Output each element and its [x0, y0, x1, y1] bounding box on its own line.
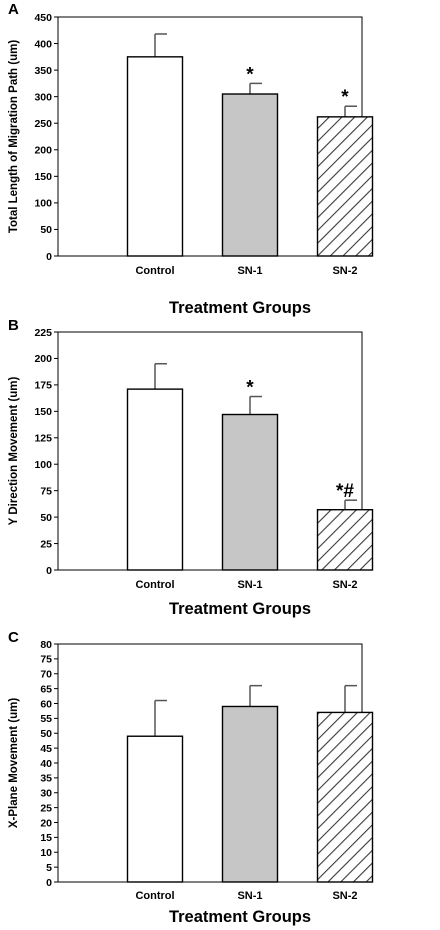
y-tick-label: 30	[40, 788, 52, 800]
y-tick-label: 150	[34, 406, 52, 418]
y-axis-label: Y Direction Movement (um)	[8, 376, 20, 525]
category-label: Control	[135, 265, 174, 277]
significance-marker: *#	[336, 481, 354, 502]
y-tick-label: 5	[46, 862, 52, 874]
category-label: SN-1	[237, 579, 262, 591]
y-tick-label: 150	[34, 171, 52, 183]
y-tick-label: 0	[46, 877, 52, 889]
y-tick-label: 350	[34, 65, 52, 77]
y-tick-label: 25	[40, 802, 52, 814]
plot-frame	[57, 643, 363, 883]
category-label: SN-2	[332, 579, 357, 591]
y-tick-label: 100	[34, 198, 52, 210]
y-tick-label: 200	[34, 353, 52, 365]
y-tick-label: 25	[40, 538, 52, 550]
panel-c: C 0 5 10 15 20 25 30 35 40 45 50 55 60 65 70 75 80 Control…	[8, 629, 374, 926]
y-tick-label: 10	[40, 847, 52, 859]
bar-sn-2	[316, 711, 374, 883]
bar-sn-2	[316, 509, 374, 571]
y-tick-label: 50	[40, 728, 52, 740]
panel-letter: A	[8, 1, 19, 18]
y-tick-label: 200	[34, 145, 52, 157]
y-tick-label: 450	[34, 12, 52, 24]
x-axis-label: Treatment Groups	[169, 600, 311, 618]
plot-frame	[57, 16, 363, 257]
y-tick-label: 80	[40, 639, 52, 651]
y-tick-label: 75	[40, 654, 52, 666]
bar-sn-2	[316, 116, 374, 257]
bar-sn-1	[221, 413, 279, 571]
bar-control	[126, 735, 184, 883]
y-tick-label: 225	[34, 327, 52, 339]
panel-b: B 0 25 50 75 100 125 150 175 200 225 Control * SN-1 *#…	[8, 317, 374, 618]
panel-letter: C	[8, 629, 19, 646]
y-tick-label: 60	[40, 698, 52, 710]
category-label: SN-2	[332, 265, 357, 277]
panel-a: A 0 50 100 150 200 250 300 350 400 450 Control * SN-1…	[8, 1, 374, 317]
y-tick-label: 55	[40, 713, 52, 725]
y-tick-label: 65	[40, 683, 52, 695]
y-tick-label: 50	[40, 224, 52, 236]
y-tick-label: 70	[40, 669, 52, 681]
y-tick-label: 125	[34, 433, 52, 445]
y-tick-label: 45	[40, 743, 52, 755]
panel-letter: B	[8, 317, 19, 334]
bar-sn-1	[221, 705, 279, 883]
x-axis-label: Treatment Groups	[169, 299, 311, 317]
y-tick-label: 100	[34, 459, 52, 471]
y-tick-label: 300	[34, 91, 52, 103]
y-tick-label: 35	[40, 773, 52, 785]
y-axis-label: X-Plane Movement (um)	[8, 698, 20, 829]
significance-marker: *	[246, 64, 254, 85]
category-label: SN-1	[237, 890, 262, 902]
y-tick-label: 40	[40, 758, 52, 770]
y-tick-label: 20	[40, 817, 52, 829]
y-tick-label: 15	[40, 832, 52, 844]
y-tick-label: 0	[46, 251, 52, 263]
category-label: Control	[135, 579, 174, 591]
category-label: SN-2	[332, 890, 357, 902]
y-tick-label: 400	[34, 38, 52, 50]
y-axis-label: Total Length of Migration Path (um)	[8, 40, 20, 234]
y-tick-label: 0	[46, 565, 52, 577]
bar-sn-1	[221, 93, 279, 257]
significance-marker: *	[246, 378, 254, 399]
significance-marker: *	[341, 87, 349, 108]
y-tick-label: 250	[34, 118, 52, 130]
plot-frame	[57, 331, 363, 571]
category-label: Control	[135, 890, 174, 902]
y-tick-label: 175	[34, 380, 52, 392]
bar-control	[126, 388, 184, 571]
bar-control	[126, 56, 184, 257]
x-axis-label: Treatment Groups	[169, 908, 311, 926]
y-tick-label: 75	[40, 485, 52, 497]
y-tick-label: 50	[40, 512, 52, 524]
category-label: SN-1	[237, 265, 262, 277]
